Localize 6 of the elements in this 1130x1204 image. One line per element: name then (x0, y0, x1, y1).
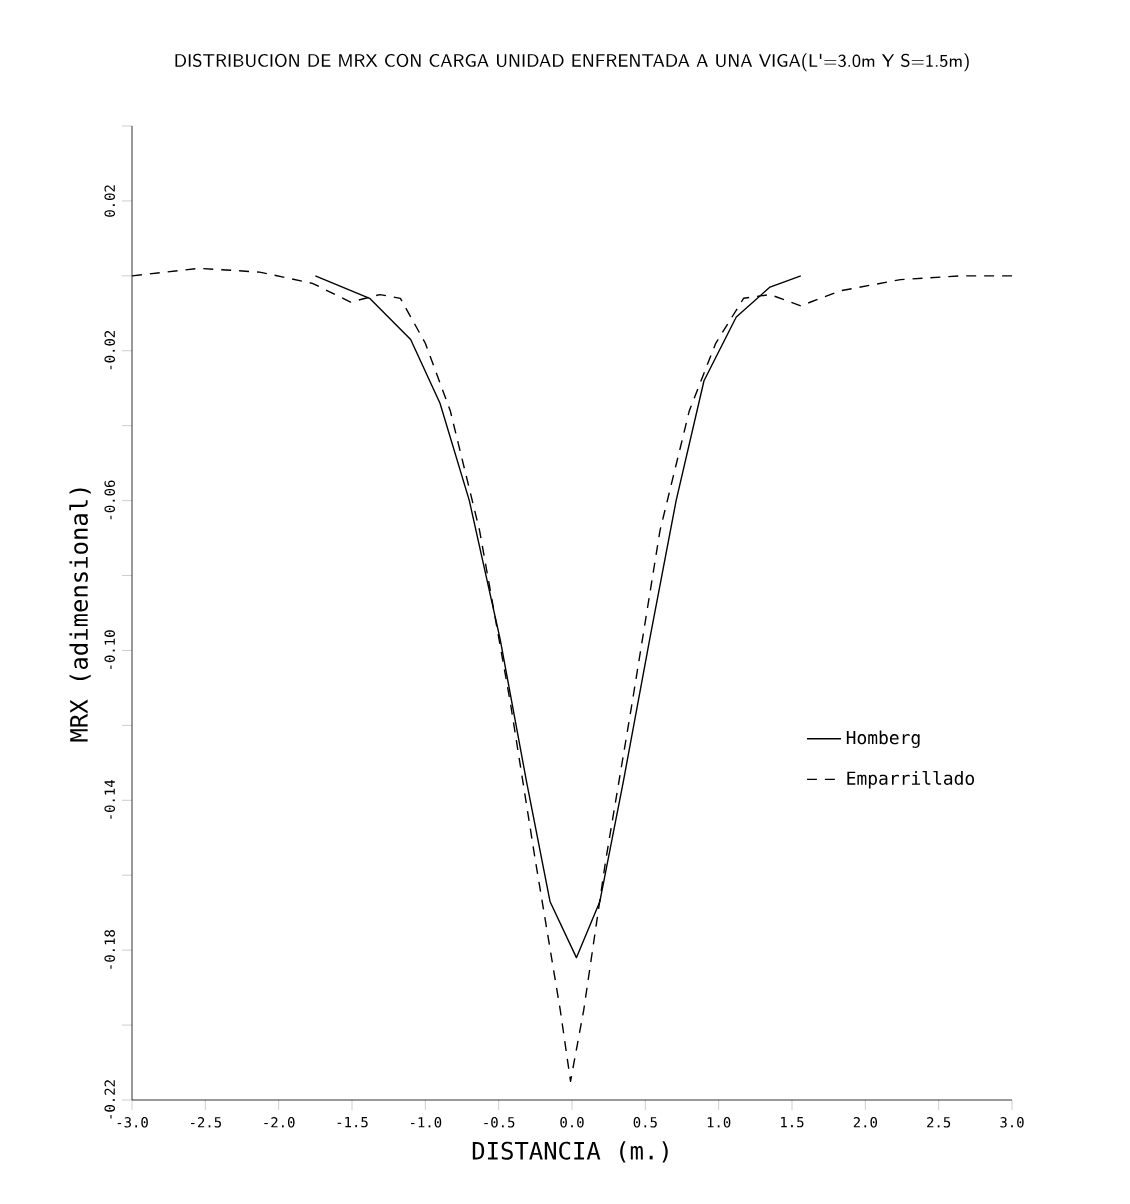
y-axis-title: MRX (adimensional) (69, 488, 91, 742)
chart-title: DISTRIBUCION DE MRX CON CARGA UNIDAD ENFRENTADA A UNA VIGA(L'=3.0m Y S=1.5m) (175, 53, 969, 72)
legend-label: Emparrillado (847, 771, 975, 789)
line-series (314, 275, 802, 959)
legend-label: Homberg (846, 730, 920, 748)
x-axis-title: DISTANCIA (m.) (472, 1141, 668, 1163)
